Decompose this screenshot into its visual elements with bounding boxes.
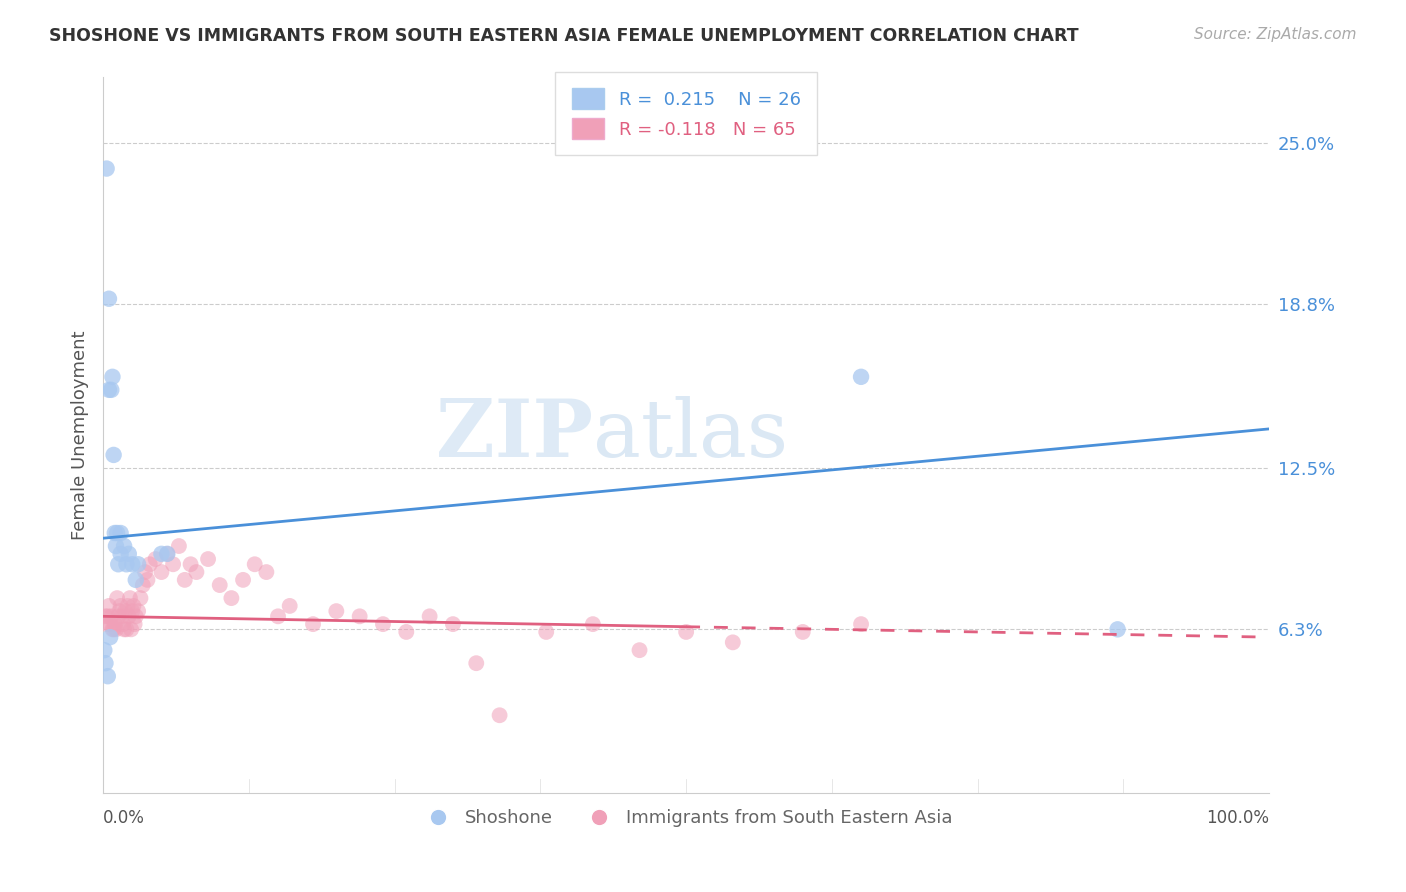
Point bbox=[105, 591, 128, 606]
Point bbox=[107, 609, 129, 624]
Point bbox=[110, 526, 132, 541]
Point bbox=[96, 161, 118, 176]
Point bbox=[97, 292, 120, 306]
Text: Source: ZipAtlas.com: Source: ZipAtlas.com bbox=[1194, 27, 1357, 42]
Point bbox=[120, 623, 142, 637]
Point bbox=[208, 578, 231, 592]
Point bbox=[254, 565, 277, 579]
Point bbox=[121, 558, 143, 572]
Point bbox=[395, 624, 418, 639]
Point bbox=[98, 617, 121, 632]
Point bbox=[104, 617, 127, 632]
Point bbox=[849, 617, 872, 632]
Point bbox=[94, 609, 117, 624]
Point bbox=[111, 609, 134, 624]
Point bbox=[180, 558, 202, 572]
Point bbox=[103, 623, 125, 637]
Point bbox=[197, 552, 219, 566]
Point bbox=[302, 617, 325, 632]
Point bbox=[108, 604, 131, 618]
Point bbox=[129, 591, 152, 606]
Point bbox=[101, 369, 124, 384]
Point bbox=[371, 617, 394, 632]
Point bbox=[150, 565, 173, 579]
Point bbox=[115, 558, 138, 572]
Text: ZIP: ZIP bbox=[436, 396, 593, 475]
Point bbox=[325, 604, 347, 618]
Point bbox=[118, 547, 141, 561]
Point bbox=[349, 609, 371, 624]
Point bbox=[628, 643, 651, 657]
Point bbox=[98, 630, 121, 644]
Point bbox=[582, 617, 605, 632]
Point bbox=[488, 708, 510, 723]
Point bbox=[792, 624, 814, 639]
Point bbox=[100, 609, 122, 624]
Point bbox=[127, 558, 149, 572]
Point bbox=[1107, 623, 1129, 637]
Point bbox=[186, 565, 208, 579]
Text: SHOSHONE VS IMMIGRANTS FROM SOUTH EASTERN ASIA FEMALE UNEMPLOYMENT CORRELATION C: SHOSHONE VS IMMIGRANTS FROM SOUTH EASTER… bbox=[49, 27, 1078, 45]
Point bbox=[243, 558, 266, 572]
Text: 0.0%: 0.0% bbox=[103, 809, 145, 827]
Point bbox=[97, 383, 120, 397]
Point bbox=[105, 526, 128, 541]
Point bbox=[139, 558, 162, 572]
Point bbox=[97, 599, 120, 613]
Point bbox=[125, 573, 148, 587]
Point bbox=[167, 539, 190, 553]
Point bbox=[465, 656, 488, 670]
Point bbox=[96, 617, 118, 632]
Point bbox=[93, 643, 115, 657]
Point bbox=[117, 599, 139, 613]
Point bbox=[441, 617, 464, 632]
Point bbox=[534, 624, 557, 639]
Point bbox=[104, 623, 127, 637]
Point bbox=[132, 578, 155, 592]
Point bbox=[849, 369, 872, 384]
Point bbox=[104, 526, 127, 541]
Point bbox=[111, 617, 134, 632]
Point bbox=[125, 609, 148, 624]
Point bbox=[110, 599, 132, 613]
Point bbox=[104, 539, 127, 553]
Point bbox=[232, 573, 254, 587]
Point bbox=[114, 604, 136, 618]
Point bbox=[107, 558, 129, 572]
Point bbox=[112, 623, 135, 637]
Point bbox=[419, 609, 441, 624]
Point bbox=[134, 565, 156, 579]
Point bbox=[173, 573, 195, 587]
Point bbox=[121, 604, 143, 618]
Point bbox=[110, 547, 132, 561]
Point bbox=[103, 448, 125, 462]
Point bbox=[97, 609, 120, 624]
Point bbox=[675, 624, 697, 639]
Point bbox=[150, 547, 173, 561]
Point bbox=[101, 623, 124, 637]
Point bbox=[118, 609, 141, 624]
Point bbox=[156, 547, 179, 561]
Point bbox=[221, 591, 243, 606]
Y-axis label: Female Unemployment: Female Unemployment bbox=[72, 331, 89, 541]
Point bbox=[115, 623, 138, 637]
Text: 100.0%: 100.0% bbox=[1206, 809, 1270, 827]
Legend: Shoshone, Immigrants from South Eastern Asia: Shoshone, Immigrants from South Eastern … bbox=[413, 802, 959, 834]
Point bbox=[124, 617, 146, 632]
Point bbox=[721, 635, 744, 649]
Point bbox=[94, 656, 117, 670]
Point bbox=[97, 669, 120, 683]
Point bbox=[136, 573, 159, 587]
Point bbox=[278, 599, 301, 613]
Point bbox=[162, 558, 184, 572]
Point bbox=[118, 591, 141, 606]
Point bbox=[127, 604, 149, 618]
Point bbox=[112, 539, 135, 553]
Point bbox=[100, 383, 122, 397]
Point bbox=[267, 609, 290, 624]
Text: atlas: atlas bbox=[593, 396, 787, 475]
Point bbox=[122, 599, 145, 613]
Point bbox=[145, 552, 167, 566]
Point bbox=[156, 547, 179, 561]
